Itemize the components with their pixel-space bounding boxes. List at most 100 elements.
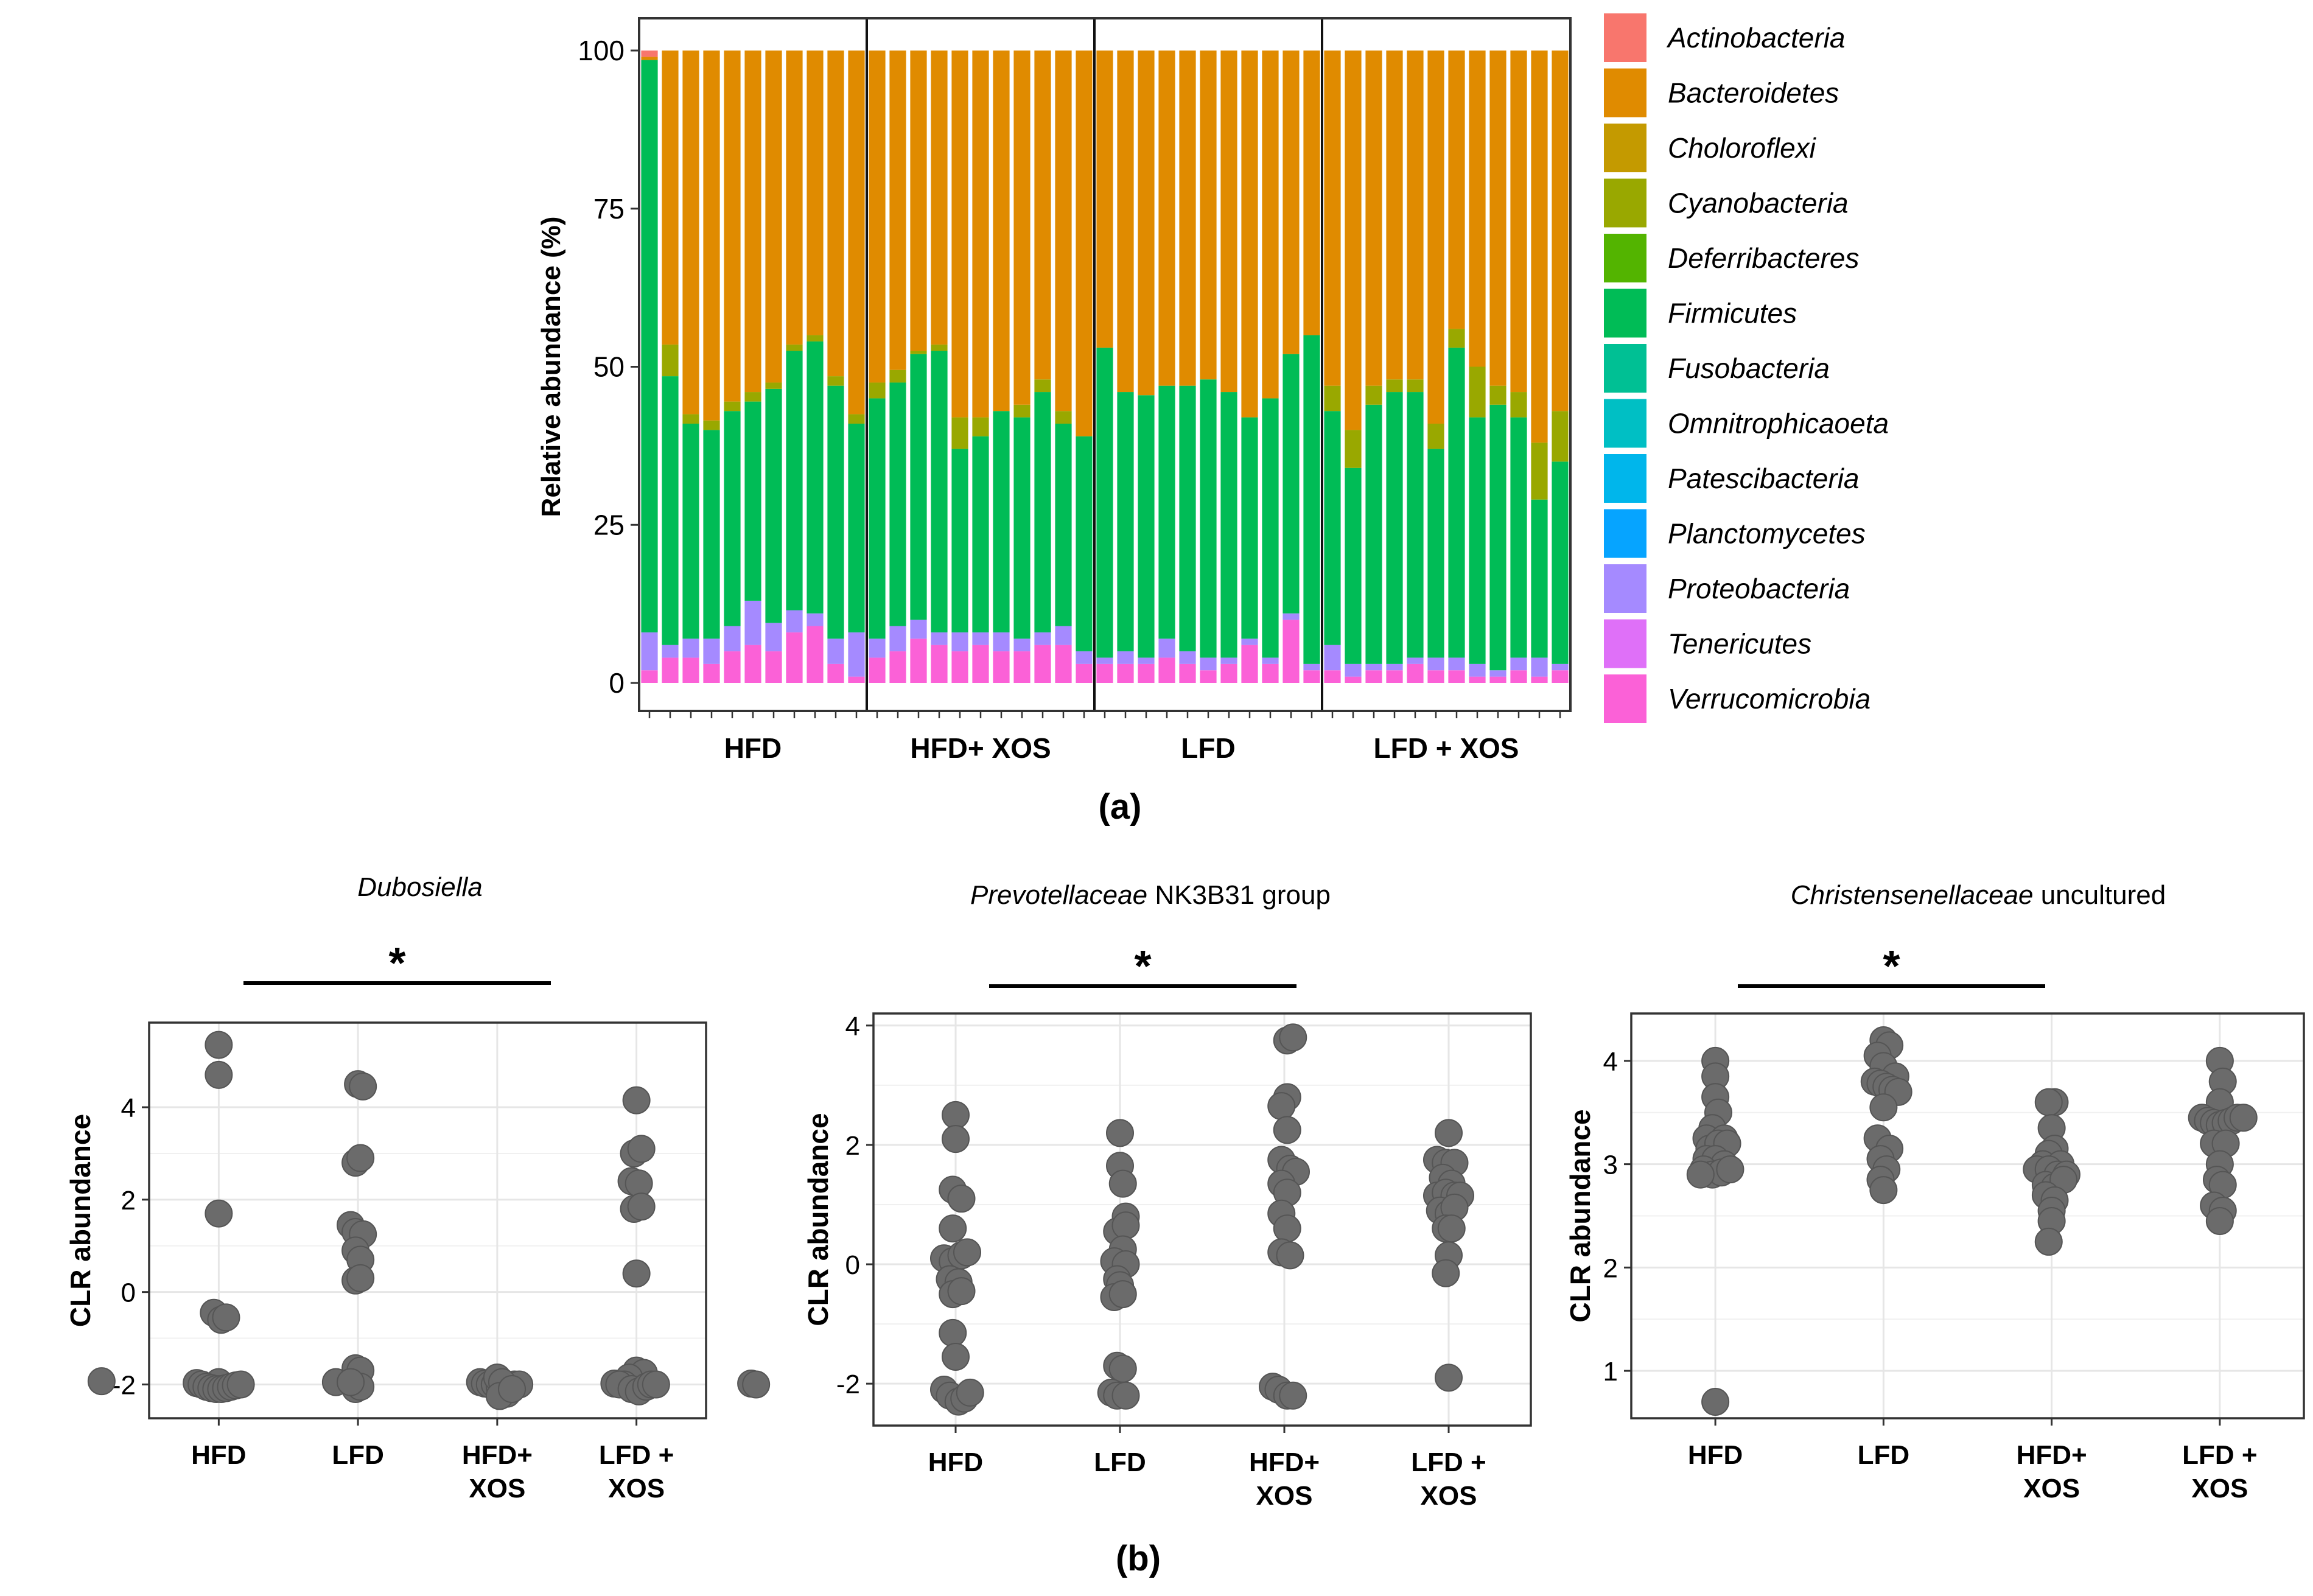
plot-title-suffix: NK3B31 group (1147, 880, 1331, 910)
bar-segment-firmicutes (827, 385, 844, 639)
bar-segment-proteobacteria (1034, 632, 1051, 645)
bar-segment-proteobacteria (1200, 657, 1217, 671)
bar-segment-proteobacteria (1407, 657, 1424, 664)
data-point (205, 1031, 233, 1059)
y-tick-label: 3 (1603, 1150, 1618, 1180)
panel-b-label: (b) (1116, 1539, 1161, 1578)
data-point (346, 1264, 375, 1292)
data-point (2034, 1088, 2063, 1116)
bar-segment-firmicutes (1448, 348, 1465, 658)
bar-segment-verrucomicrobia (1013, 651, 1031, 683)
legend-swatch-patescibacteria (1604, 454, 1646, 503)
legend-swatch-choloroflexi (1604, 124, 1646, 172)
data-point (956, 1378, 984, 1407)
plot-border (1630, 1012, 2305, 1419)
bar-segment-verrucomicrobia (662, 657, 679, 683)
bar-sample-14 (910, 51, 927, 683)
bar-sample-6 (744, 51, 761, 683)
bar-segment-bacteroidetes (641, 57, 658, 60)
bar-sample-32 (1282, 51, 1300, 683)
bar-sample-9 (807, 51, 824, 683)
bar-segment-proteobacteria (1138, 657, 1155, 664)
bar-segment-firmicutes (1138, 395, 1155, 658)
bar-segment-firmicutes (1324, 411, 1341, 645)
bar-segment-firmicutes (724, 411, 741, 626)
bar-segment-cyanobacteria (1552, 411, 1569, 462)
bar-segment-bacteroidetes (703, 51, 720, 421)
data-point (627, 1135, 656, 1163)
bar-sample-20 (1034, 51, 1051, 683)
bar-segment-proteobacteria (1076, 651, 1093, 664)
significance-star: * (1883, 942, 1900, 991)
legend-label-proteobacteria: Proteobacteria (1668, 573, 1850, 604)
bar-segment-cyanobacteria (1345, 430, 1362, 468)
data-point (642, 1370, 670, 1399)
y-tick-label: 2 (121, 1186, 136, 1216)
bar-segment-proteobacteria (1117, 651, 1134, 664)
legend-label-patescibacteria: Patescibacteria (1668, 463, 1860, 494)
bar-segment-proteobacteria (972, 632, 989, 645)
y-tick-label: 75 (593, 193, 625, 225)
bar-segment-verrucomicrobia (765, 651, 782, 683)
bar-segment-proteobacteria (1510, 657, 1527, 671)
legend-swatch-cyanobacteria (1604, 178, 1646, 228)
x-tick-label-hfd: HFD (928, 1447, 983, 1477)
bar-segment-proteobacteria (744, 600, 761, 645)
bar-segment-bacteroidetes (1469, 51, 1486, 367)
bar-sample-44 (1531, 51, 1548, 683)
bar-segment-bacteroidetes (1262, 51, 1279, 399)
bar-segment-proteobacteria (848, 632, 865, 677)
bar-segment-verrucomicrobia (1427, 670, 1444, 683)
bar-segment-proteobacteria (1013, 639, 1031, 652)
bar-segment-verrucomicrobia (744, 645, 761, 683)
bar-segment-cyanobacteria (827, 376, 844, 386)
bar-segment-verrucomicrobia (889, 651, 906, 683)
data-point (87, 1367, 116, 1396)
data-point (1432, 1259, 1460, 1287)
y-tick-label: -2 (836, 1370, 860, 1399)
bar-sample-2 (662, 51, 679, 683)
bar-segment-cyanobacteria (1386, 379, 1403, 393)
bar-segment-firmicutes (641, 60, 658, 632)
bar-segment-proteobacteria (1262, 657, 1279, 664)
bar-segment-cyanobacteria (682, 414, 699, 424)
bar-segment-proteobacteria (807, 613, 824, 626)
x-tick-label-lfd-xos-line1: LFD + (599, 1440, 674, 1470)
bar-segment-cyanobacteria (972, 417, 989, 436)
bar-segment-verrucomicrobia (1220, 663, 1237, 683)
data-point (2229, 1104, 2258, 1132)
bar-segment-bacteroidetes (1324, 51, 1341, 386)
bar-segment-verrucomicrobia (931, 645, 948, 683)
bar-segment-verrucomicrobia (1448, 670, 1465, 683)
bar-segment-proteobacteria (1469, 663, 1486, 677)
y-tick-label: 1 (1603, 1357, 1618, 1387)
bar-segment-bacteroidetes (931, 51, 948, 345)
bar-segment-firmicutes (1013, 417, 1031, 639)
bar-segment-firmicutes (1220, 392, 1237, 658)
bar-segment-verrucomicrobia (786, 632, 803, 683)
bar-segment-proteobacteria (1552, 663, 1569, 671)
bar-segment-firmicutes (1510, 417, 1527, 658)
data-point (1869, 1176, 1898, 1205)
y-tick-label: 50 (593, 351, 625, 383)
bar-segment-cyanobacteria (848, 414, 865, 424)
legend-swatch-planctomycetes (1604, 509, 1646, 558)
bar-segment-firmicutes (1055, 424, 1072, 626)
bar-segment-firmicutes (1469, 417, 1486, 664)
data-point (498, 1375, 527, 1404)
bar-segment-verrucomicrobia (1158, 657, 1175, 683)
bar-segment-cyanobacteria (662, 345, 679, 377)
data-point (205, 1199, 233, 1228)
bar-segment-bacteroidetes (827, 51, 844, 377)
bar-segment-firmicutes (1303, 335, 1320, 664)
bar-segment-verrucomicrobia (1552, 670, 1569, 683)
bar-segment-cyanobacteria (1448, 329, 1465, 348)
bar-segment-verrucomicrobia (848, 676, 865, 683)
bar-segment-firmicutes (1200, 379, 1217, 658)
plot-border-a (638, 17, 1572, 712)
bar-sample-28 (1200, 51, 1217, 683)
bar-sample-33 (1303, 51, 1320, 683)
data-point (349, 1072, 377, 1101)
plot-title-taxon: Christensenellaceae (1791, 880, 2034, 910)
bar-segment-bacteroidetes (1220, 51, 1237, 393)
